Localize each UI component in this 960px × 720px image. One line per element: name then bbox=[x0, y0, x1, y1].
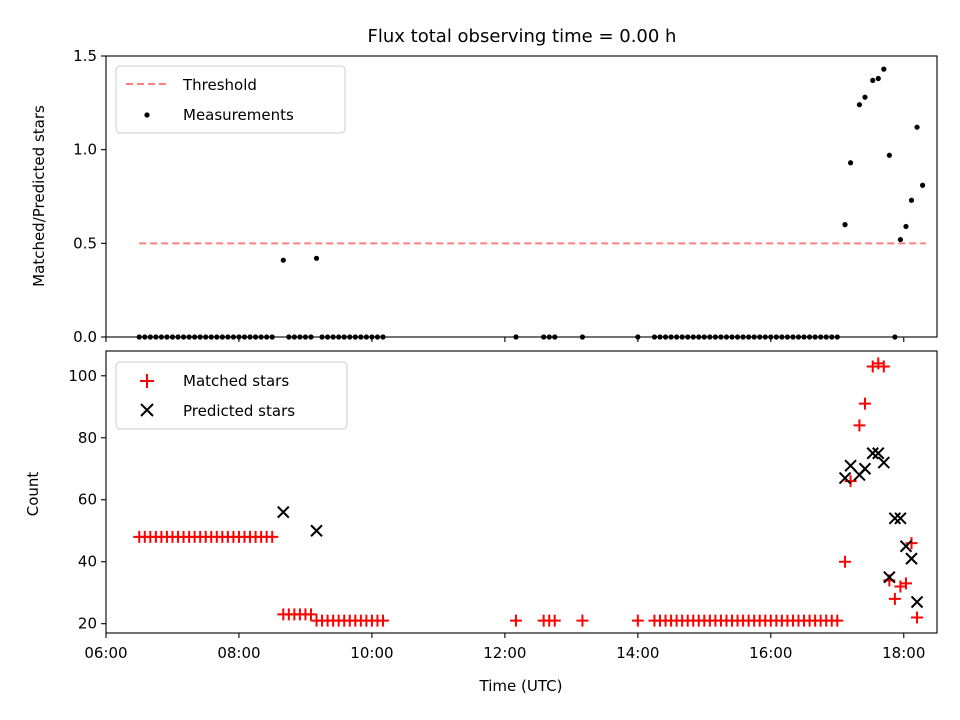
measurement-point bbox=[903, 223, 909, 230]
bottom-x-ticks: 06:00 08:00 10:00 12:00 14:00 16:00 18:00 bbox=[84, 633, 925, 662]
legend-matched-label: Matched stars bbox=[183, 372, 289, 390]
matched-star-point bbox=[377, 614, 389, 627]
predicted-star-point bbox=[872, 447, 885, 460]
predicted-star-point bbox=[888, 512, 902, 525]
predicted-star-point bbox=[310, 524, 323, 537]
measurement-point bbox=[847, 160, 854, 166]
bottom-y-ticks: 20 40 60 80 100 bbox=[68, 367, 106, 633]
y-tick-label: 20 bbox=[78, 615, 97, 633]
top-y-ticks: 0.0 0.5 1.0 1.5 bbox=[73, 47, 106, 346]
predicted-star-point bbox=[883, 571, 896, 584]
matched-star-point bbox=[548, 614, 561, 627]
top-plot-frame bbox=[105, 55, 938, 338]
matched-star-point bbox=[509, 614, 522, 627]
measurement-point bbox=[870, 77, 876, 83]
matched-star-point bbox=[304, 608, 317, 621]
matched-star-point bbox=[894, 580, 907, 593]
top-legend-box bbox=[115, 65, 346, 134]
predicted-star-point bbox=[277, 505, 290, 519]
measurement-point bbox=[842, 222, 848, 228]
y-tick-label: 80 bbox=[78, 429, 97, 447]
bottom-panel: 20 40 60 80 100 06:00 08:00 10:00 12:00 14:00 16:… bbox=[24, 350, 938, 695]
x-tick-label: 06:00 bbox=[84, 644, 127, 662]
measurement-point bbox=[875, 75, 881, 82]
predicted-star-point bbox=[838, 471, 852, 485]
legend-predicted-label: Predicted stars bbox=[183, 402, 295, 420]
x-tick-label: 16:00 bbox=[749, 644, 792, 662]
matched-star-point bbox=[858, 397, 871, 410]
x-tick-label: 08:00 bbox=[217, 644, 260, 662]
matched-star-point bbox=[872, 357, 885, 370]
x-tick-label: 12:00 bbox=[483, 644, 526, 662]
measurement-point bbox=[280, 257, 286, 263]
x-tick-label: 14:00 bbox=[616, 644, 659, 662]
y-tick-label: 60 bbox=[78, 491, 97, 509]
predicted-star-point bbox=[858, 462, 872, 475]
x-tick-label: 10:00 bbox=[350, 644, 393, 662]
measurement-point bbox=[881, 66, 887, 72]
measurement-point bbox=[897, 236, 904, 243]
bottom-legend-box bbox=[115, 361, 348, 430]
y-tick-label: 1.5 bbox=[73, 47, 97, 65]
legend-measurements-label: Measurements bbox=[183, 106, 294, 124]
matched-star-point bbox=[899, 577, 912, 590]
measurement-point bbox=[908, 197, 915, 203]
top-y-axis-label: Matched/Predicted stars bbox=[30, 105, 48, 287]
measurement-point bbox=[914, 124, 920, 130]
y-tick-label: 100 bbox=[68, 367, 97, 385]
x-tick-label: 18:00 bbox=[882, 644, 925, 662]
predicted-star-point bbox=[910, 595, 924, 609]
matched-star-point bbox=[877, 360, 890, 373]
predicted-star-point bbox=[894, 512, 907, 525]
measurement-point bbox=[313, 255, 320, 261]
matched-star-point bbox=[905, 537, 918, 550]
measurement-point bbox=[919, 182, 926, 188]
predicted-star-point bbox=[866, 447, 879, 460]
matched-star-point bbox=[266, 530, 279, 543]
top-legend: Threshold Measurements bbox=[115, 65, 346, 134]
predicted-star-point bbox=[877, 456, 891, 469]
top-panel: 0.0 0.5 1.0 1.5 Matched/Predicted stars Thr… bbox=[30, 47, 938, 346]
y-tick-label: 0.5 bbox=[73, 234, 97, 252]
matched-star-point bbox=[839, 555, 852, 568]
matched-stars-points bbox=[133, 357, 924, 627]
legend-matched-swatch bbox=[140, 374, 154, 388]
matched-star-point bbox=[844, 475, 857, 488]
matched-star-point bbox=[831, 614, 844, 627]
matched-star-point bbox=[631, 614, 644, 627]
matched-star-point bbox=[888, 592, 901, 605]
x-axis-label: Time (UTC) bbox=[479, 677, 563, 695]
predicted-star-point bbox=[905, 552, 918, 565]
measurement-point bbox=[862, 94, 868, 100]
y-tick-label: 0.0 bbox=[73, 328, 97, 346]
matched-star-point bbox=[853, 419, 866, 432]
bottom-plot-frame bbox=[105, 350, 938, 634]
y-tick-label: 40 bbox=[78, 553, 97, 571]
matched-star-point bbox=[911, 611, 924, 624]
matched-star-point bbox=[866, 360, 879, 373]
y-tick-label: 1.0 bbox=[73, 141, 97, 159]
legend-measurements-swatch bbox=[144, 112, 150, 118]
legend-threshold-label: Threshold bbox=[182, 76, 257, 94]
legend-predicted-swatch bbox=[140, 403, 154, 417]
bottom-legend: Matched stars Predicted stars bbox=[115, 361, 348, 430]
chart-title: Flux total observing time = 0.00 h bbox=[368, 26, 677, 47]
measurement-point bbox=[856, 102, 863, 108]
matched-star-point bbox=[576, 614, 589, 627]
measurement-point bbox=[886, 152, 892, 158]
predicted-star-point bbox=[899, 540, 913, 553]
predicted-stars-points bbox=[277, 447, 924, 609]
bottom-y-axis-label: Count bbox=[24, 472, 42, 517]
